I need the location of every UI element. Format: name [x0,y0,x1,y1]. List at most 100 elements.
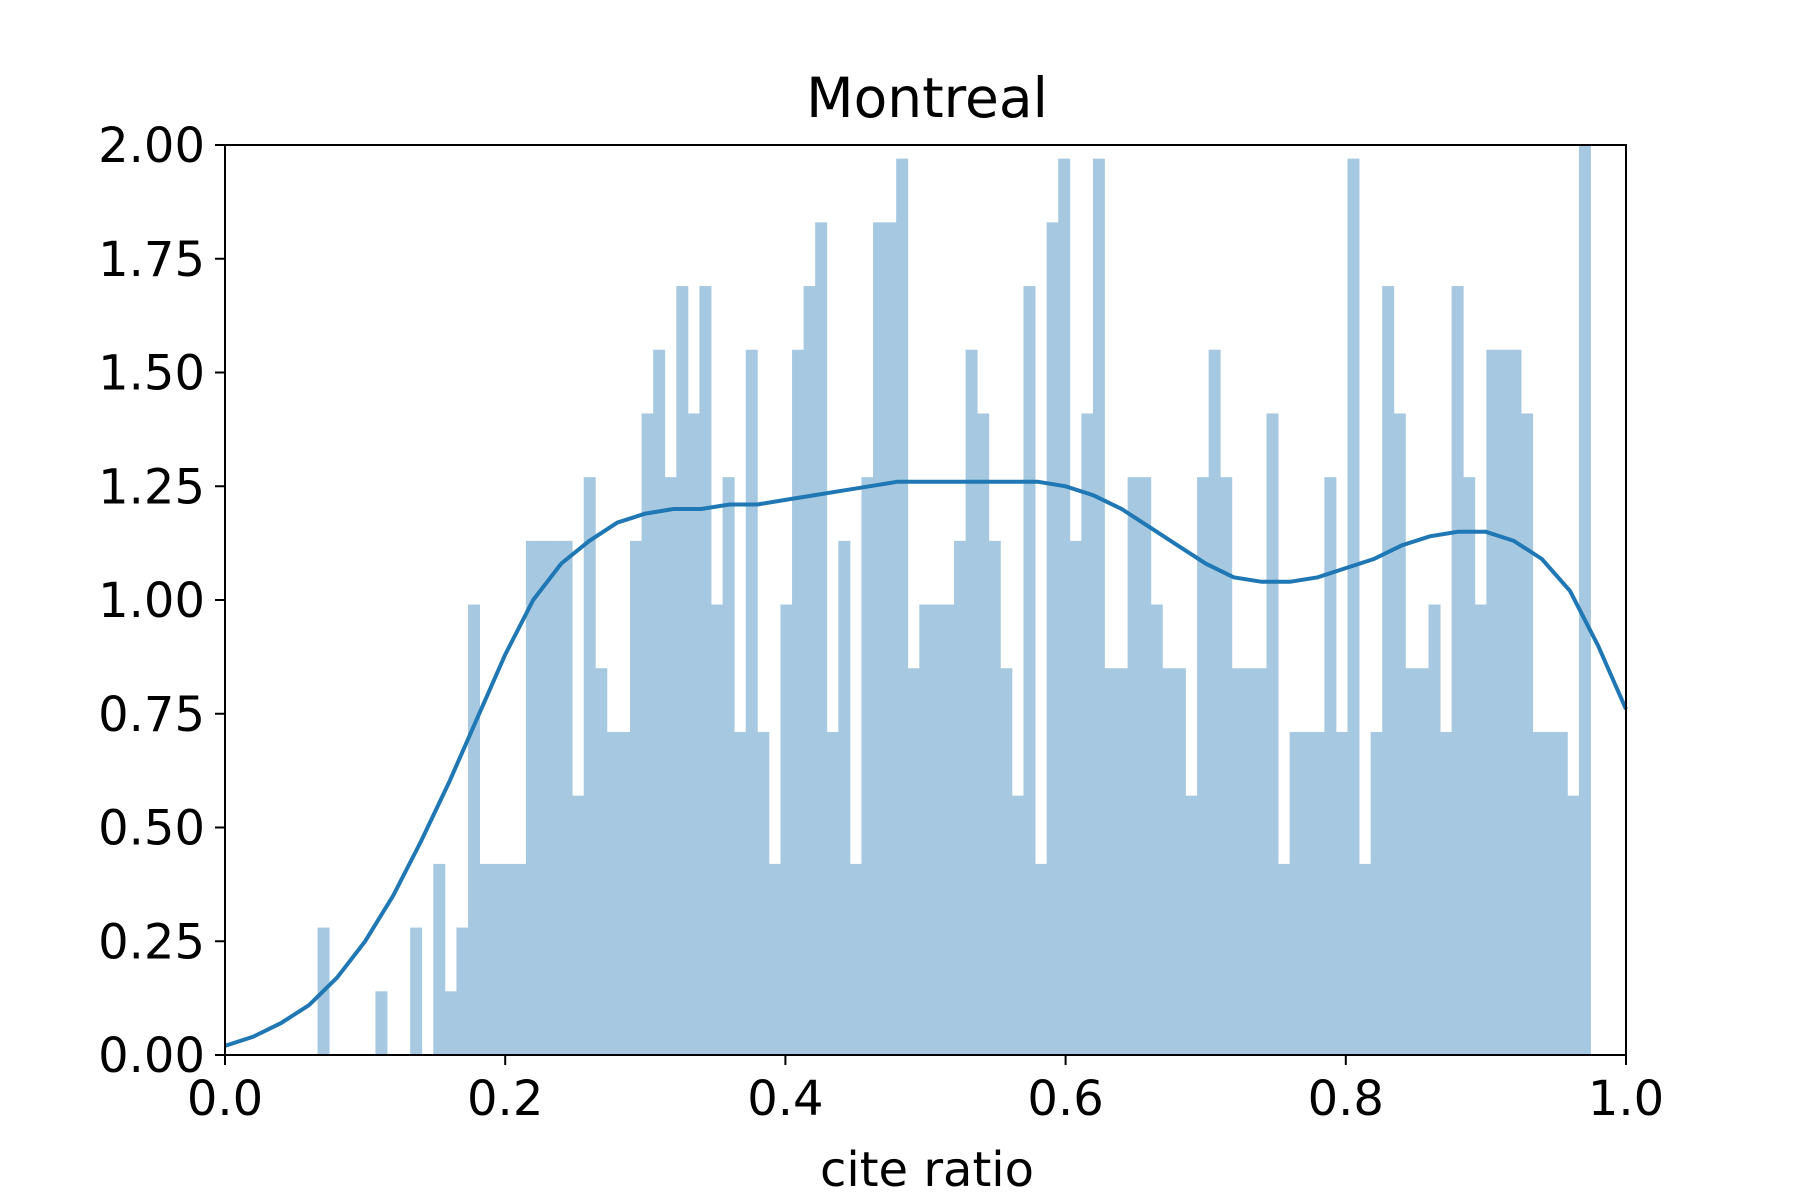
histogram-bar [745,349,758,1055]
histogram-bar [1243,668,1256,1055]
histogram-bar [1497,349,1510,1055]
histogram-bar [1197,477,1210,1055]
x-tick-label: 0.6 [1027,1071,1103,1127]
kde-curve [224,479,1628,1048]
histogram-bar [1509,349,1522,1055]
histogram-bar [1104,668,1117,1055]
histogram-bar [1046,222,1059,1056]
histogram-bar [630,540,643,1055]
x-tick-label: 0.8 [1308,1071,1384,1127]
histogram-bar [861,477,874,1055]
histogram-bar [1335,731,1348,1055]
histogram-bar [896,158,909,1055]
histogram-bar [676,286,689,1055]
histogram-bar [1347,158,1360,1055]
y-tick-label: 0.50 [98,801,205,857]
y-tick-label: 2.00 [98,118,205,174]
histogram-bar [792,349,805,1055]
histogram-bar [988,540,1001,1055]
histogram-bar [1463,477,1476,1055]
histogram-bar [1301,731,1314,1055]
histogram-bar [1393,413,1406,1055]
histogram-bar [768,863,781,1055]
histogram-bar [965,349,978,1055]
histogram-bar [1486,349,1499,1055]
histogram-bar [1278,863,1291,1055]
histogram-bar [433,863,446,1055]
histogram-bar [1266,413,1279,1055]
histogram-bar [1567,795,1580,1055]
histogram-bar [1139,477,1152,1055]
histogram-bar [641,413,654,1055]
chart-title: Montreal [806,66,1048,130]
histogram-bar [549,540,561,1055]
histogram-bar [873,222,886,1056]
histogram-bar [1312,731,1325,1055]
histogram-bar [1544,731,1557,1055]
histogram-bar [977,413,990,1055]
histogram-bar [849,863,862,1055]
histogram-bar [1451,286,1464,1055]
histogram-bar [1035,863,1048,1055]
histogram-bar [687,413,700,1055]
histogram-bar [491,863,504,1055]
x-tick-label: 1.0 [1588,1071,1664,1127]
histogram-bar [560,540,573,1055]
histogram-bar [1208,349,1221,1055]
histogram-bar [468,604,480,1055]
histogram-bar [1578,145,1591,1055]
histogram-bar [699,286,712,1055]
histogram-bar [942,604,955,1055]
histogram-bar [618,731,631,1055]
y-tick-label: 1.00 [98,573,205,629]
histogram-bar [919,604,932,1055]
histogram-bar [1231,668,1244,1055]
histogram-bar [1370,731,1383,1055]
histogram-bar [479,863,492,1055]
histogram-bar [838,540,851,1055]
histogram-bar [444,991,457,1055]
x-tick-label: 0.0 [187,1071,263,1127]
histogram-bar [410,927,423,1055]
histogram-bar [1081,413,1094,1055]
histogram-bar [1555,731,1568,1055]
histogram-bar [1220,477,1233,1055]
histogram-bar [664,477,677,1055]
histogram-bar [722,477,735,1055]
y-tick-label: 1.50 [98,346,205,402]
histogram-bar [930,604,943,1055]
histogram-bar [1359,863,1372,1055]
histogram-bar [1324,477,1337,1055]
histogram-bar [711,604,724,1055]
histogram-bar [1474,604,1487,1055]
histogram-bar [525,540,538,1055]
histogram-bar [884,222,897,1056]
y-tick-label: 0.75 [98,687,205,743]
histogram-bar [1000,668,1013,1055]
histogram-bar [1011,795,1024,1055]
y-tick-label: 0.00 [98,1028,205,1084]
histogram-bar [1532,731,1545,1055]
x-tick-label: 0.4 [747,1071,823,1127]
histogram-bar [502,863,515,1055]
histogram-bar [1416,668,1429,1055]
histogram-bar [456,927,469,1055]
histogram-bar [757,731,770,1055]
y-tick-label: 0.25 [98,914,205,970]
histogram-bar [595,668,608,1055]
histogram-bar [780,604,793,1055]
histogram-bar [606,731,619,1055]
histogram-bars [317,145,1591,1056]
histogram-bar [1185,795,1198,1055]
histogram-bar [1440,731,1453,1055]
histogram-bar [826,731,839,1055]
histogram-bar [653,349,666,1055]
x-tick-label: 0.2 [467,1071,543,1127]
x-axis: 0.0 0.2 0.4 0.6 0.8 1.0 [187,1055,1664,1127]
histogram-bar [1092,158,1105,1055]
histogram-bar [734,731,747,1055]
histogram-bar [1521,413,1534,1055]
histogram-bar [1382,286,1395,1055]
y-tick-label: 1.75 [98,232,205,288]
